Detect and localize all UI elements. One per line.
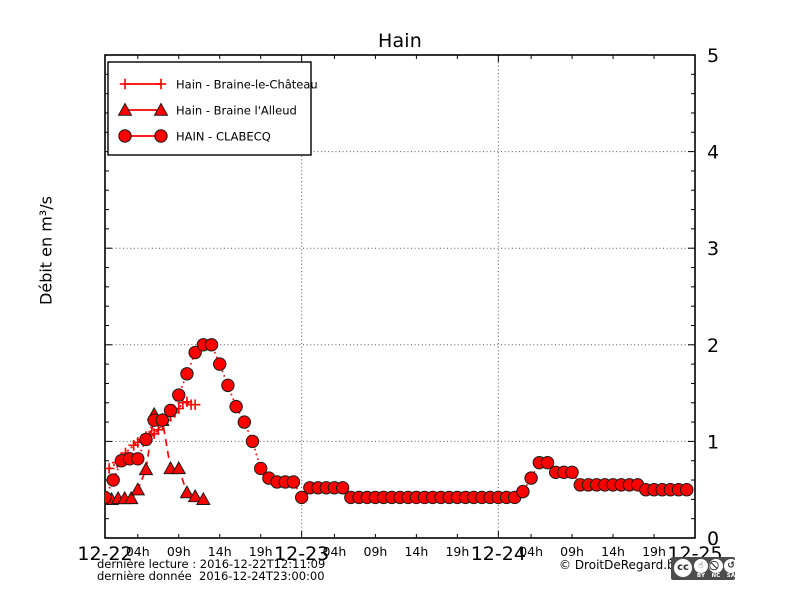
- last-read-note: dernière lecture : 2016-12-22T12:11:09: [97, 557, 326, 571]
- y-tick-label-2: 2: [707, 335, 719, 357]
- x-tick-label-7: 09h: [364, 544, 388, 559]
- cc-nc-icon: ⃠: [709, 559, 723, 573]
- x-tick-label-3: 14h: [208, 544, 232, 559]
- plot-frame: [104, 54, 696, 539]
- copyright-text: © DroitDeRegard.be: [559, 558, 683, 572]
- cc-by-icon: ☝: [694, 559, 708, 573]
- chart-legend: Hain - Braine-le-Château Hain - Braine l'…: [107, 61, 318, 156]
- x-tick-label-1: 04h: [126, 544, 150, 559]
- creative-commons-badge: cc ☝ ⃠ ↺ BY NC SA: [671, 557, 738, 580]
- x-tick-label-5: 12-23: [274, 543, 329, 565]
- x-tick-label-0: 12-22: [77, 543, 132, 565]
- x-tick-label-2: 09h: [167, 544, 191, 559]
- x-tick-label-11: 04h: [519, 544, 543, 559]
- legend-label-1: Hain - Braine l'Alleud: [176, 104, 297, 118]
- last-data-note: dernière donnée 2016-12-24T23:00:00: [97, 569, 325, 583]
- legend-entry-2[interactable]: HAIN - CLABECQ: [118, 129, 271, 144]
- series-2: [105, 338, 694, 505]
- x-tick-label-6: 04h: [323, 544, 347, 559]
- x-tick-label-14: 19h: [642, 544, 666, 559]
- x-tick-label-9: 19h: [445, 544, 469, 559]
- legend-label-2: HAIN - CLABECQ: [176, 130, 271, 144]
- y-tick-label-1: 1: [707, 431, 719, 453]
- x-tick-label-13: 14h: [601, 544, 625, 559]
- x-tick-label-4: 19h: [249, 544, 273, 559]
- x-tick-label-12: 09h: [560, 544, 584, 559]
- cc-sa-icon: ↺: [724, 559, 738, 573]
- cc-by-label: BY: [696, 573, 706, 579]
- legend-entry-1[interactable]: Hain - Braine l'Alleud: [117, 102, 297, 118]
- x-tick-label-10: 12-24: [471, 543, 526, 565]
- x-tick-label-8: 14h: [404, 544, 428, 559]
- legend-label-0: Hain - Braine-le-Château: [176, 78, 318, 92]
- cc-logo-icon: cc: [674, 559, 692, 577]
- data-series-layer: [105, 338, 694, 506]
- cc-nc-label: NC: [711, 573, 721, 579]
- legend-entry-0[interactable]: Hain - Braine-le-Château: [119, 78, 318, 92]
- gridlines: [105, 55, 695, 538]
- y-tick-label-3: 3: [707, 238, 719, 260]
- y-tick-label-5: 5: [707, 45, 719, 67]
- cc-sa-label: SA: [726, 573, 736, 579]
- y-axis-tick-labels: 0 1 2 3 4 5: [707, 45, 719, 550]
- chart-title: Hain: [377, 30, 423, 52]
- y-tick-label-4: 4: [707, 142, 719, 164]
- y-tick-label-0: 0: [707, 528, 719, 550]
